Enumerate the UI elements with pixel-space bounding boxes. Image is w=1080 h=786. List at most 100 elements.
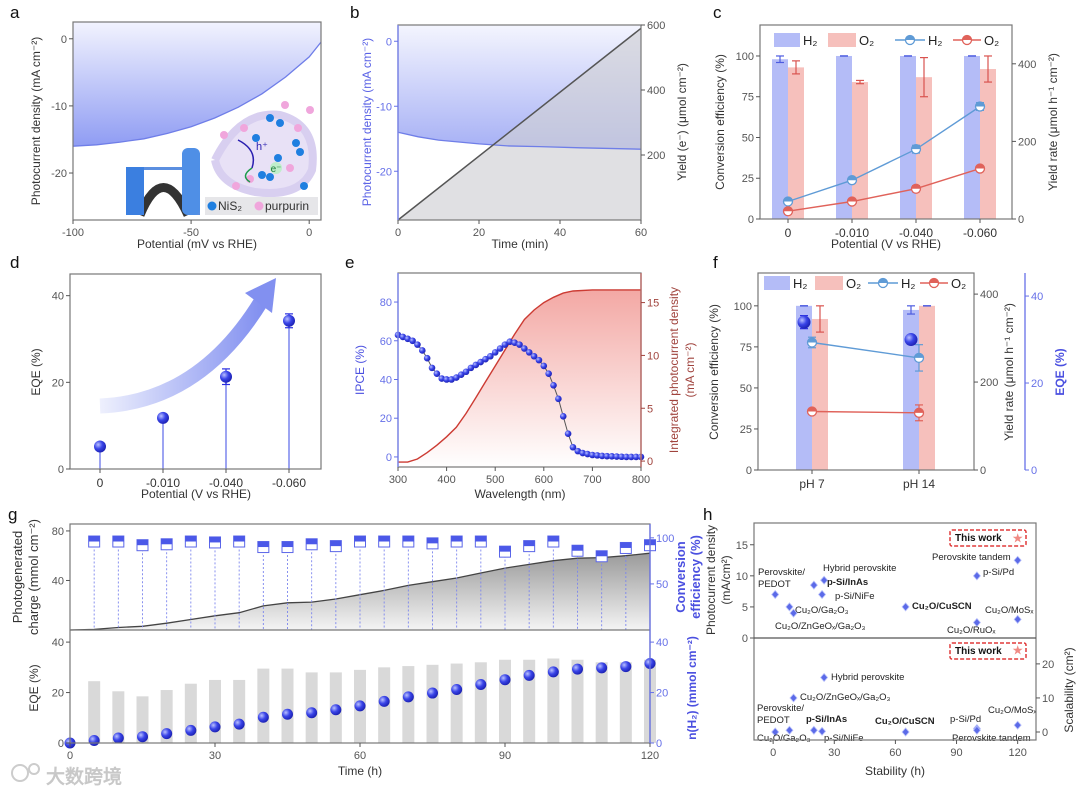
ipce-point <box>443 376 450 383</box>
legend-o2-bar-label: O₂ <box>859 33 874 48</box>
ce-marker-fill <box>112 536 124 542</box>
data-point <box>809 725 818 735</box>
ipce-point <box>627 453 635 461</box>
data-point <box>820 575 829 585</box>
yield-marker-o2-fill <box>807 407 817 412</box>
nh2-point <box>596 662 608 674</box>
y-tick-e-label: 40 <box>380 374 392 386</box>
x-tick-h-label: 30 <box>828 747 840 759</box>
nh2-point <box>306 707 318 719</box>
panel-letter: e <box>345 253 354 272</box>
panel-letter: f <box>713 253 718 272</box>
y-right-axis-label-f: Yield rate (μmol h⁻¹ cm⁻²) <box>1002 303 1016 441</box>
ce-marker-fill <box>523 540 535 547</box>
data-point <box>972 571 981 581</box>
y-axis-label-d: EQE (%) <box>29 348 43 395</box>
x-tick-e-label: 600 <box>535 474 553 486</box>
y-tick-h-top-label: 10 <box>736 571 748 583</box>
data-point <box>818 589 827 600</box>
nis2-legend-label: NiS₂ <box>218 199 242 213</box>
ipce-point <box>423 354 431 362</box>
ce-marker-fill <box>596 550 608 557</box>
eqe-marker <box>797 315 811 329</box>
y-axis-label-a: Photocurrent density (mA cm⁻²) <box>29 37 43 205</box>
point-label: p-Si/InAs <box>806 714 847 725</box>
nis2-atom <box>292 139 300 147</box>
eqe-bar <box>402 666 415 743</box>
point-label: p-Si/NiFe <box>824 733 864 744</box>
ce-marker-fill <box>137 539 148 546</box>
eqe-tick-f-label: 40 <box>1031 291 1043 303</box>
ipce-point <box>501 341 509 348</box>
eqe-bar <box>209 679 221 743</box>
y-right-tick-e-label: 15 <box>647 298 659 310</box>
nis2-atom <box>276 119 284 127</box>
jv-curve <box>72 41 322 147</box>
x-tick-e-label: 700 <box>583 474 601 486</box>
y-tick-a-label: 0 <box>61 34 67 46</box>
ipce-point <box>559 412 567 420</box>
panel-letter: a <box>10 3 20 22</box>
y-right-tick-h-bottom-label: 10 <box>1042 693 1054 705</box>
y-right-axis-label-c: Yield rate (μmol h⁻¹ cm⁻²) <box>1046 53 1060 191</box>
y-axis-label-h-top-unit: (mA/cm²) <box>719 555 733 604</box>
star-icon: ★ <box>1012 642 1024 657</box>
point-label-line2: PEDOT <box>757 715 790 726</box>
y-right-axis-label-g-bottom: n(H₂) (mmol cm⁻²) <box>685 636 699 740</box>
ce-marker-fill <box>475 536 487 542</box>
y-right-tick-h-bottom-label: 20 <box>1042 659 1054 671</box>
jv-fill <box>73 22 321 147</box>
legend-o2-bar-label: O₂ <box>846 276 861 291</box>
y-right-axis-label-h-bottom: Scalability (cm²) <box>1062 647 1076 732</box>
yield-marker-o2-fill <box>914 408 924 413</box>
yield-line-h2 <box>811 341 920 359</box>
x-tick-h-label: 0 <box>770 747 776 759</box>
ipce-point <box>555 395 562 403</box>
y-tick-f-label: 25 <box>740 424 752 436</box>
ipce-point <box>472 361 480 369</box>
molecular-illustration <box>211 101 317 197</box>
y-axis-label-b: Photocurrent density (mA cm⁻²) <box>360 38 374 206</box>
purpurin-legend-icon <box>254 201 264 211</box>
y-right-tick-b-label: 200 <box>647 150 665 162</box>
electron-label: e⁻ <box>271 164 282 175</box>
ce-marker-fill <box>547 536 559 542</box>
data-point <box>901 602 910 612</box>
data-point <box>1013 720 1022 730</box>
bar-h2 <box>964 55 980 219</box>
ipce-point <box>467 364 475 372</box>
y-tick-g-top-label: 80 <box>52 526 64 538</box>
this-work-label: This work <box>955 646 1002 657</box>
nis2-atom <box>300 182 308 190</box>
eqe-bar <box>571 659 584 743</box>
ipce-point <box>482 355 489 363</box>
y-tick-f-label: 100 <box>734 301 752 313</box>
y-right-axis-unit-e: (mA cm⁻²) <box>683 343 697 398</box>
x-tick-a-label: -50 <box>183 227 199 239</box>
ce-marker-fill <box>402 536 414 542</box>
x-axis-label-a: Potential (mV vs RHE) <box>137 237 257 251</box>
x-tick-e-label: 300 <box>389 474 407 486</box>
bar-o2 <box>980 69 996 219</box>
bar-h2 <box>772 59 788 220</box>
ipce-point <box>409 337 416 345</box>
legend-h2-marker-fill <box>878 278 888 283</box>
yield-line <box>397 27 642 221</box>
ipce-point <box>521 345 528 352</box>
nis2-atom <box>266 114 274 122</box>
ipce-point <box>419 347 426 354</box>
ipce-point <box>414 341 421 348</box>
ce-marker-fill <box>185 536 197 542</box>
plot-frame-a <box>72 21 322 221</box>
data-point <box>789 608 798 618</box>
ce-marker-fill <box>88 536 100 542</box>
data-point <box>785 725 794 735</box>
nh2-point <box>499 674 511 686</box>
legend-o2-marker-fill <box>962 35 972 40</box>
this-work-label: This work <box>955 533 1002 544</box>
bar-o2 <box>812 318 828 470</box>
x-axis-label-h: Stability (h) <box>865 764 925 778</box>
bar-h2 <box>900 55 916 219</box>
point-label: p-Si/NiFe <box>835 591 875 602</box>
